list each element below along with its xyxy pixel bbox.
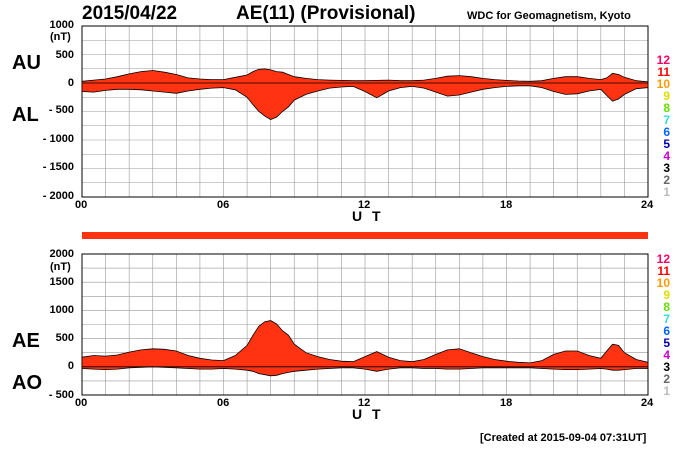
series-label-ae: AE xyxy=(12,330,40,352)
ytick: 1500 xyxy=(49,276,74,288)
scale-entry: 9 xyxy=(663,288,670,302)
plot-frame xyxy=(81,253,649,396)
scale-entry: 4 xyxy=(663,348,670,362)
xtick: 06 xyxy=(217,199,230,211)
created-timestamp: [Created at 2015-09-04 07:31UT] xyxy=(480,432,647,444)
scale-entry: 9 xyxy=(663,89,670,103)
xtick: 00 xyxy=(75,397,88,409)
scale-entry: 6 xyxy=(663,125,670,139)
scale-entry: 8 xyxy=(663,300,670,314)
scale-entry: 8 xyxy=(663,101,670,115)
scale-entry: 1 xyxy=(663,384,670,398)
ytick: - 500 xyxy=(48,389,74,401)
series-label-ao: AO xyxy=(12,372,42,394)
xtick: 06 xyxy=(217,397,230,409)
scale-entry: 5 xyxy=(663,336,670,350)
xtick: 18 xyxy=(500,199,513,211)
scale-entry: 6 xyxy=(663,324,670,338)
unit-label-top: (nT) xyxy=(50,31,71,43)
xtick: 18 xyxy=(500,397,513,409)
ytick: 0 xyxy=(67,360,74,372)
scale-entry: 2 xyxy=(663,372,670,386)
scale-entry: 7 xyxy=(663,312,670,326)
x-axis-label: U T xyxy=(352,406,384,422)
ytick: - 1500 xyxy=(42,161,74,173)
ytick: 1000 xyxy=(49,304,74,316)
scale-entry: 11 xyxy=(657,65,670,79)
ytick: 500 xyxy=(55,49,74,61)
xtick: 24 xyxy=(641,199,654,211)
scale-entry: 3 xyxy=(663,360,670,374)
scale-entry: 7 xyxy=(663,113,670,127)
xtick: 12 xyxy=(358,199,371,211)
ytick: - 1000 xyxy=(42,133,74,145)
ytick: - 2000 xyxy=(42,190,74,202)
xtick: 12 xyxy=(358,397,371,409)
scale-entry: 3 xyxy=(663,161,670,175)
unit-label-bottom: (nT) xyxy=(50,261,71,273)
color-scale-top: 12 11 10 9 8 7 6 5 4 3 2 1 xyxy=(650,54,670,198)
xtick: 24 xyxy=(641,397,654,409)
plot-frame xyxy=(81,25,649,198)
scale-entry: 10 xyxy=(656,276,670,290)
scale-entry: 5 xyxy=(663,137,670,151)
ytick: 2000 xyxy=(49,248,74,260)
ytick: - 500 xyxy=(48,104,74,116)
scale-entry: 2 xyxy=(663,173,670,187)
ytick: 0 xyxy=(67,77,74,89)
xtick: 00 xyxy=(75,199,88,211)
scale-entry: 4 xyxy=(663,149,670,163)
ae-ao-envelope xyxy=(81,320,649,377)
date-title: 2015/04/22 xyxy=(82,3,178,24)
color-scale-bottom: 12 11 10 9 8 7 6 5 4 3 2 1 xyxy=(650,253,670,397)
ytick: 1000 xyxy=(49,19,74,31)
au-al-envelope xyxy=(81,68,649,120)
scale-entry: 11 xyxy=(657,264,670,278)
scale-entry: 10 xyxy=(656,77,670,91)
scale-entry: 12 xyxy=(656,252,670,266)
separator-band xyxy=(82,232,648,239)
x-axis-label: U T xyxy=(352,208,384,224)
ytick: 500 xyxy=(55,332,74,344)
index-title: AE(11) (Provisional) xyxy=(236,3,416,24)
scale-entry: 12 xyxy=(656,53,670,67)
source-label: WDC for Geomagnetism, Kyoto xyxy=(467,10,631,22)
series-label-au: AU xyxy=(12,52,41,74)
series-label-al: AL xyxy=(12,104,39,126)
scale-entry: 1 xyxy=(663,185,670,199)
